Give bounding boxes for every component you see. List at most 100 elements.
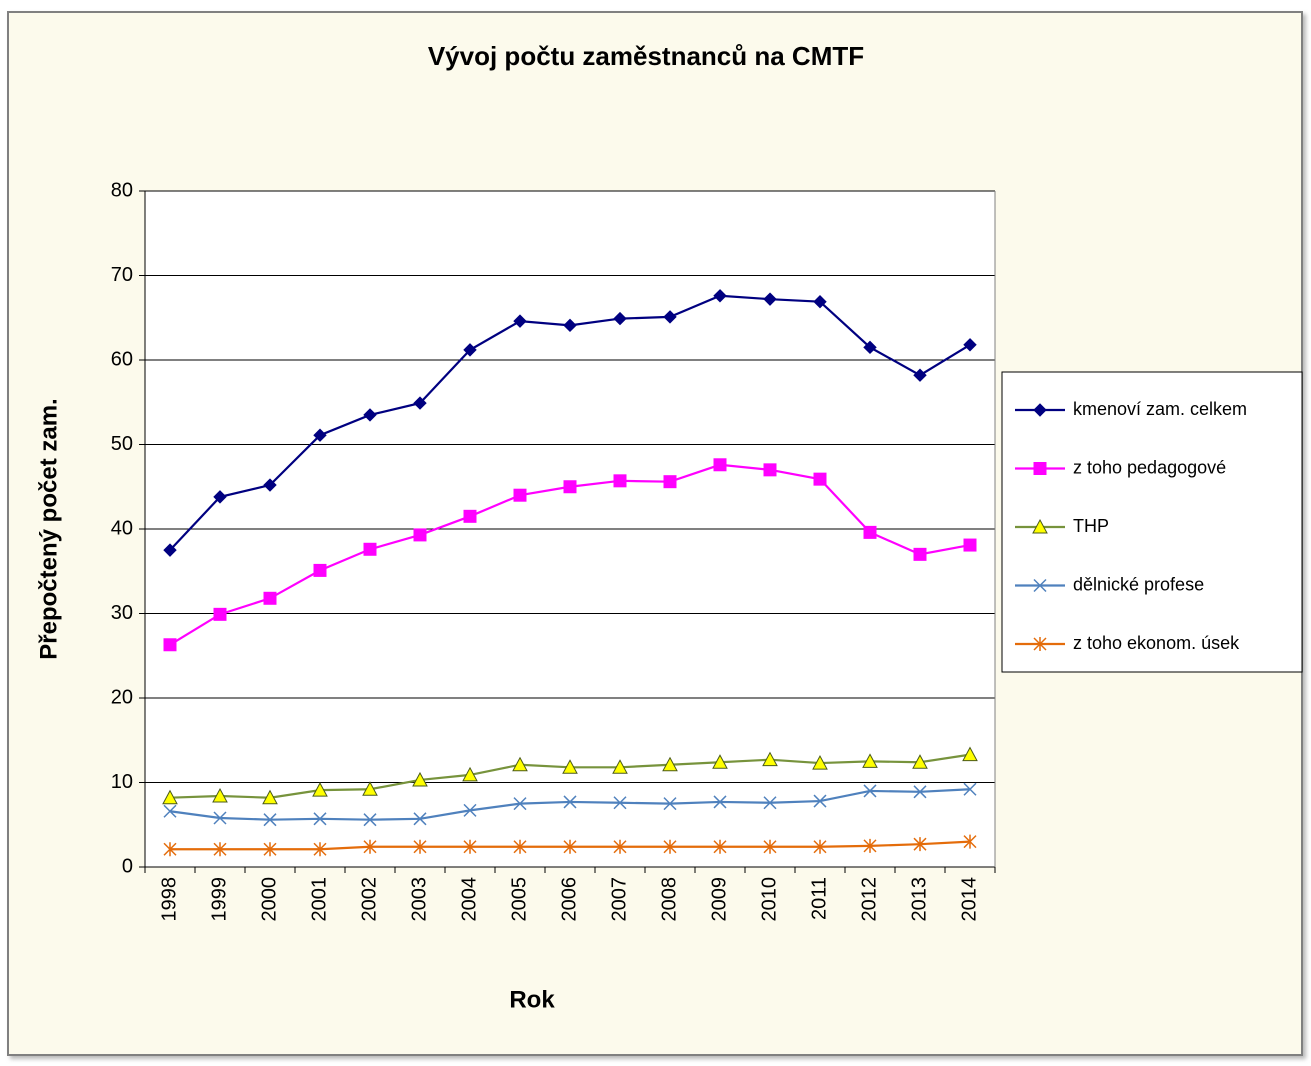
data-point — [563, 318, 577, 333]
data-point — [413, 839, 427, 854]
data-point — [763, 796, 777, 810]
x-tick-label: 2003 — [408, 877, 430, 922]
data-point — [413, 528, 427, 542]
x-axis-title: Rok — [509, 986, 555, 1013]
data-point — [213, 490, 227, 504]
y-tick-label: 50 — [111, 433, 133, 455]
legend-marker — [1032, 518, 1048, 534]
data-point — [463, 343, 477, 357]
x-tick-label: 2011 — [808, 877, 830, 920]
data-point — [462, 766, 478, 782]
data-point — [363, 542, 377, 556]
data-point — [862, 753, 878, 768]
data-point — [762, 751, 778, 767]
data-point — [663, 310, 677, 324]
data-point — [363, 813, 377, 827]
data-point — [913, 368, 927, 382]
data-point — [563, 480, 577, 494]
data-point — [463, 509, 477, 523]
legend-label: THP — [1073, 516, 1109, 536]
data-point — [812, 755, 828, 770]
data-point — [513, 314, 527, 328]
data-point — [312, 782, 328, 797]
data-point — [813, 839, 827, 854]
legend-label: z toho ekonom. úsek — [1073, 633, 1240, 653]
data-point — [163, 543, 177, 557]
data-point — [313, 563, 327, 577]
data-point — [612, 759, 628, 774]
data-point — [463, 803, 477, 817]
x-tick-label: 2005 — [508, 877, 530, 922]
data-point — [213, 607, 227, 621]
y-tick-label: 40 — [111, 517, 133, 539]
data-point — [963, 338, 977, 352]
x-tick-label: 2009 — [708, 877, 730, 922]
data-point — [563, 839, 577, 854]
data-point — [262, 789, 278, 805]
data-point — [713, 839, 727, 854]
y-tick-label: 0 — [122, 855, 133, 877]
data-point — [313, 812, 327, 826]
x-tick-label: 2002 — [358, 877, 380, 922]
legend-marker — [1033, 403, 1047, 417]
data-point — [962, 746, 978, 762]
data-point — [163, 804, 177, 818]
data-point — [313, 842, 327, 857]
data-point — [562, 759, 578, 774]
data-point — [912, 754, 928, 769]
data-point — [613, 839, 627, 854]
legend-marker — [1033, 637, 1047, 651]
data-point — [713, 289, 727, 303]
x-tick-label: 2000 — [258, 877, 280, 922]
data-point — [512, 756, 528, 772]
legend-marker — [1033, 578, 1047, 593]
data-point — [763, 292, 777, 306]
data-point — [563, 795, 577, 809]
data-point — [662, 756, 678, 772]
data-point — [663, 797, 677, 811]
data-point — [413, 812, 427, 826]
data-point — [363, 408, 377, 422]
chart-title: Vývoj počtu zaměstnanců na CMTF — [428, 41, 864, 71]
x-tick-label: 2012 — [858, 877, 880, 922]
y-tick-label: 20 — [111, 686, 133, 708]
legend-label: kmenoví zam. celkem — [1073, 399, 1247, 419]
data-point — [313, 428, 327, 442]
data-point — [613, 474, 627, 488]
data-point — [863, 784, 877, 798]
data-point — [813, 294, 827, 309]
y-tick-label: 60 — [111, 348, 133, 370]
data-point — [513, 797, 527, 811]
data-point — [663, 475, 677, 489]
data-point — [163, 842, 177, 857]
data-point — [763, 463, 777, 477]
data-point — [963, 782, 977, 796]
data-point — [963, 538, 977, 552]
data-point — [463, 839, 477, 854]
data-point — [663, 839, 677, 854]
legend-label: dělnické profese — [1073, 574, 1204, 594]
data-point — [362, 781, 378, 796]
data-point — [913, 785, 927, 799]
data-point — [963, 834, 977, 849]
data-point — [213, 811, 227, 825]
x-tick-label: 2010 — [758, 877, 780, 922]
data-point — [412, 771, 428, 787]
y-tick-label: 80 — [111, 179, 133, 201]
data-point — [263, 842, 277, 857]
x-tick-label: 1998 — [158, 877, 180, 922]
x-tick-label: 2006 — [558, 877, 580, 922]
data-point — [513, 839, 527, 854]
data-point — [813, 472, 827, 486]
data-point — [363, 839, 377, 854]
x-tick-label: 2013 — [908, 877, 930, 922]
x-tick-label: 2007 — [608, 877, 630, 922]
data-point — [713, 458, 727, 472]
data-point — [712, 754, 728, 769]
data-point — [613, 311, 627, 326]
data-point — [813, 794, 827, 808]
y-tick-label: 30 — [111, 602, 133, 624]
data-point — [763, 839, 777, 854]
